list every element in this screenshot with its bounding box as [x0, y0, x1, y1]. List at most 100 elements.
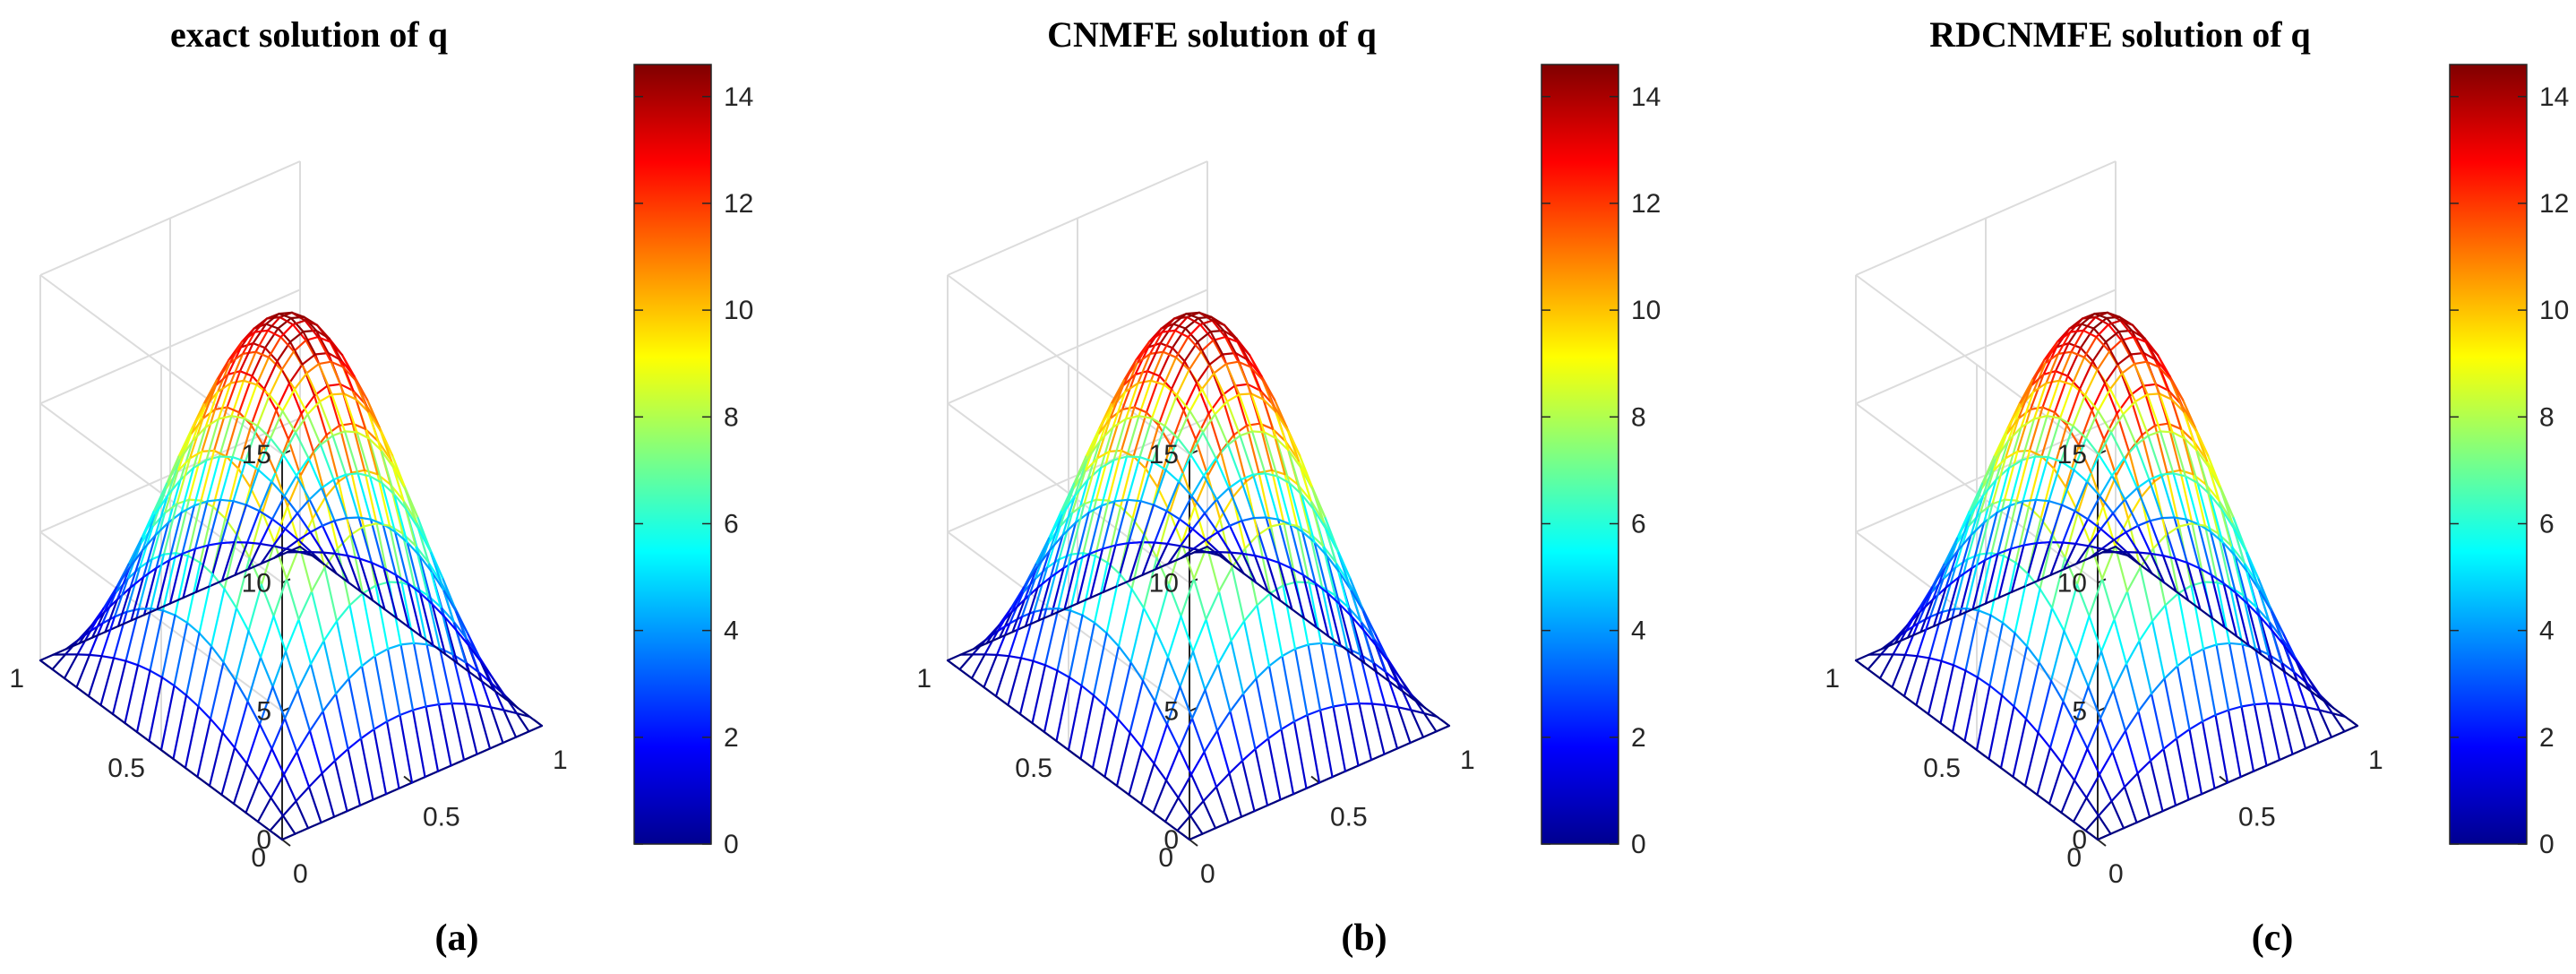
panel-c-x-ticks: 0 0.5 1 [2108, 746, 2383, 889]
panel-c-mesh-line-769 [1940, 659, 1955, 667]
panel-c-y-tick-0: 0 [2066, 843, 2082, 873]
panel-c-mesh-line-310 [2124, 710, 2140, 732]
panel-a-mesh-line-782 [129, 576, 145, 590]
panel-a-mesh-line-539 [246, 542, 262, 571]
panel-b-mesh-line-440 [1182, 409, 1198, 441]
panel-a-mesh-line-6 [502, 736, 518, 745]
panel-c-mesh-line-476 [2074, 723, 2089, 750]
panel-c-mesh-line-748 [1970, 521, 1986, 537]
panel-c-mesh-line-301 [2147, 435, 2163, 476]
panel-a-mesh-line-434 [269, 829, 284, 841]
panel-b-mesh-line-525 [1166, 518, 1181, 546]
panel-a-mesh-line-455 [284, 512, 299, 530]
panel-b-mesh-line-327 [1224, 360, 1240, 366]
panel-b-mesh-line-620 [1121, 373, 1137, 410]
panel-a-mesh-line-312 [308, 729, 323, 775]
panel-b-mesh-line-759 [1044, 558, 1060, 610]
panel-a-mesh-line-698 [174, 614, 189, 625]
panel-a-mesh-line-452 [282, 431, 297, 456]
panel-c-mesh-line-727 [1976, 614, 1992, 679]
panel-a-mesh-line-529 [259, 542, 275, 547]
panel-b-mesh-line-389 [1198, 319, 1214, 326]
panel-a-mesh-line-374 [307, 457, 323, 489]
panel-b-mesh-line-211 [1255, 665, 1271, 680]
panel-b-mesh-line-353 [1204, 662, 1220, 692]
panel-b-mesh-line-355 [1205, 590, 1221, 621]
panel-b-mesh-line-771 [1034, 566, 1049, 581]
panel-b-mesh-line-1 [1436, 715, 1451, 728]
panel-a-mesh-line-10 [503, 694, 519, 715]
panel-a-mesh-line-147 [392, 493, 408, 544]
panel-c-mesh-line-349 [2125, 530, 2141, 554]
panel-c-mesh-line-321 [2130, 329, 2145, 355]
panel-b-z-tick-0: 0 [1163, 825, 1179, 855]
panel-b-mesh-line-756 [1050, 566, 1065, 616]
panel-a-mesh-line-326 [318, 401, 334, 437]
panel-b-mesh-line-570 [1129, 679, 1145, 734]
panel-a-mesh-line-547 [234, 630, 250, 682]
panel-b-mesh-line-371 [1213, 372, 1229, 403]
panel-b-mesh-line-476 [1165, 723, 1181, 750]
panel-a-mesh-line-635 [205, 418, 220, 461]
panel-b-mesh-line-826 [985, 636, 1001, 645]
panel-c-mesh-line-407 [2098, 751, 2114, 776]
panel-b-mesh-line-411 [1192, 577, 1207, 621]
panel-c-mesh-line-347 [2122, 413, 2138, 446]
panel-c-mesh-line-452 [2098, 431, 2113, 456]
panel-b-mesh-line-703 [1083, 457, 1099, 505]
panel-c-mesh-line-542 [2050, 607, 2065, 633]
panel-b-mesh-line-71 [1351, 652, 1366, 665]
panel-c-mesh-line-238 [2169, 378, 2185, 401]
panel-b-mesh-line-54 [1358, 702, 1373, 762]
panel-b-mesh-line-237 [1263, 431, 1279, 478]
panel-c-mesh-line-132 [2200, 787, 2216, 796]
panel-a-mesh-line-250 [333, 759, 348, 813]
panel-a-mesh-line-467 [268, 368, 283, 396]
panel-c-mesh-line-791 [1931, 566, 1946, 601]
panel-a-mesh-line-317 [312, 451, 327, 498]
panel-c-mesh-line-617 [2027, 455, 2043, 508]
panel-b-mesh-line-167 [1282, 584, 1297, 651]
panel-a-mesh-line-786 [111, 659, 127, 716]
panel-b-mesh-line-528 [1165, 510, 1181, 521]
panel-b-mesh-line-533 [1157, 388, 1173, 427]
panel-c-mesh-line-741 [1970, 495, 1985, 537]
panel-b-mesh-line-433 [1180, 577, 1196, 617]
panel-c-mesh-line-565 [2058, 417, 2074, 427]
panel-c-mesh-line-814 [1902, 694, 1918, 707]
panel-b-mesh-line-182 [1267, 654, 1284, 668]
panel-c-mesh-line-649 [2020, 391, 2035, 428]
panel-c-mesh-line-269 [2161, 554, 2177, 560]
panel-b-mesh-line-41 [1375, 670, 1390, 683]
panel-b-mesh-line-497 [1178, 518, 1194, 530]
panel-c-mesh-line-656 [2020, 418, 2036, 428]
panel-a-mesh-line-315 [310, 590, 325, 642]
panel-c-mesh-line-744 [1965, 553, 1981, 610]
panel-c-mesh-line-709 [1977, 609, 1992, 616]
panel-c-mesh-line-831 [1878, 653, 1894, 680]
panel-b-mesh-line-281 [1241, 520, 1257, 557]
panel-b-colorbar-tick-14: 14 [1631, 82, 1661, 112]
panel-b-mesh-line-505 [1153, 723, 1169, 765]
panel-a-mesh-line-614 [210, 588, 226, 648]
panel-a-mesh-line-9 [502, 709, 518, 738]
panel-b-mesh-line-472 [1177, 480, 1193, 497]
panel-a-mesh-line-542 [235, 607, 250, 633]
panel-a-mesh-line-362 [296, 751, 311, 789]
panel-a-z-tick-0: 0 [256, 825, 271, 855]
panel-a-mesh-line-589 [223, 588, 238, 609]
panel-c-mesh-line-409 [2099, 688, 2115, 720]
panel-a-mesh-line-268 [345, 516, 360, 520]
panel-a-mesh-line-595 [223, 534, 239, 590]
panel-b-mesh-line-330 [1227, 487, 1243, 522]
panel-c-mesh-line-670 [2009, 500, 2024, 550]
panel-b-mesh-line-170 [1284, 473, 1299, 527]
panel-c-colorbar-tick-0: 0 [2539, 830, 2555, 859]
panel-b-mesh-line-671 [1095, 450, 1111, 501]
panel-c-mesh-line-571 [2038, 607, 2054, 664]
panel-b-mesh-line-527 [1167, 545, 1182, 565]
panel-b-mesh-line-27 [1387, 659, 1403, 692]
panel-b-mesh-line-147 [1300, 493, 1316, 544]
panel-a-x-tickmark-1 [403, 775, 413, 784]
panel-a-mesh-line-688 [179, 467, 195, 481]
